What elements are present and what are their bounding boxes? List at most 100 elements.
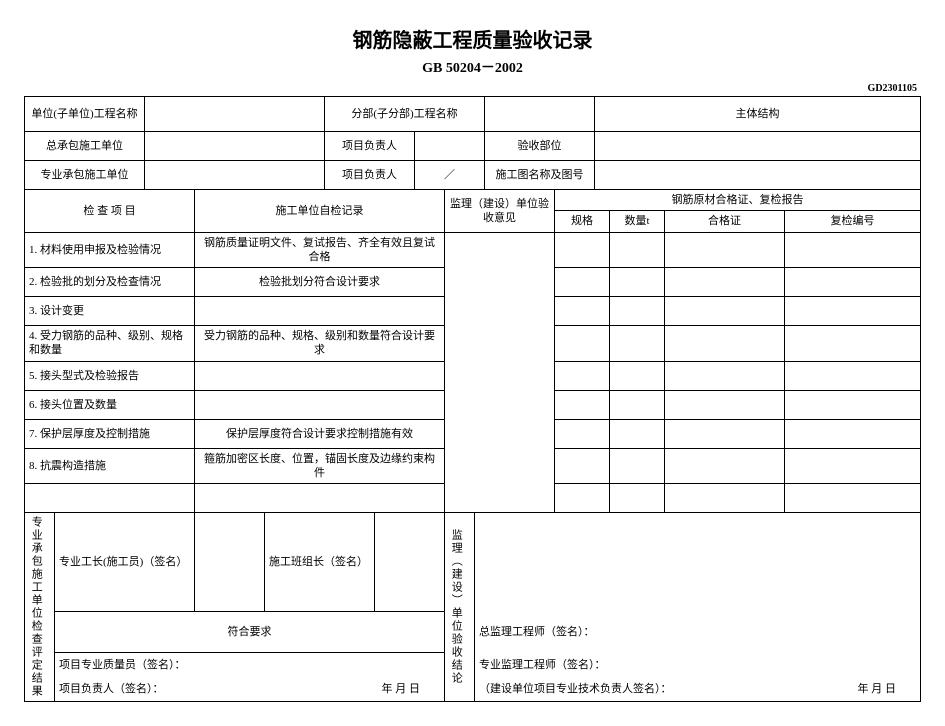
item-record-blank[interactable] — [195, 484, 445, 513]
signature-table: 专业承包施工单位检查评定结果 专业工长(施工员)（签名） 施工班组长（签名） 监… — [24, 513, 921, 702]
value-specialty-contractor[interactable] — [145, 161, 325, 190]
item-label: 1. 材料使用申报及检验情况 — [25, 232, 195, 268]
label-unit-project: 单位(子单位)工程名称 — [25, 97, 145, 132]
supervise-area[interactable] — [445, 232, 555, 513]
value-drawing-no[interactable] — [595, 161, 921, 190]
mat-recheck[interactable] — [785, 232, 921, 268]
label-general-contractor: 总承包施工单位 — [25, 132, 145, 161]
value-subproject[interactable] — [485, 97, 595, 132]
mat-spec[interactable] — [555, 232, 610, 268]
item-label: 5. 接头型式及检验报告 — [25, 361, 195, 390]
mat-cert[interactable] — [665, 484, 785, 513]
item-label: 3. 设计变更 — [25, 297, 195, 326]
header-recheck-no: 复检编号 — [785, 211, 921, 232]
item-record: 箍筋加密区长度、位置，锚固长度及边缘约束构件 — [195, 448, 445, 484]
item-record: 保护层厚度符合设计要求控制措施有效 — [195, 419, 445, 448]
info-table: 单位(子单位)工程名称 分部(子分部)工程名称 主体结构 总承包施工单位 项目负… — [24, 96, 921, 190]
mat-qty[interactable] — [610, 361, 665, 390]
mat-qty[interactable] — [610, 232, 665, 268]
mat-recheck[interactable] — [785, 390, 921, 419]
header-spec: 规格 — [555, 211, 610, 232]
mat-qty[interactable] — [610, 326, 665, 362]
label-project-head-sign: 项目负责人（签名）： — [59, 682, 164, 696]
mat-spec[interactable] — [555, 268, 610, 297]
value-project-head-1[interactable] — [415, 132, 485, 161]
label-date-right: 年 月 日 — [858, 682, 917, 696]
label-specialty-contractor: 专业承包施工单位 — [25, 161, 145, 190]
label-project-head-1: 项目负责人 — [325, 132, 415, 161]
row-owner-tech-date: （建设单位项目专业技术负责人签名）： 年 月 日 — [475, 677, 921, 702]
item-label: 8. 抗震构造措施 — [25, 448, 195, 484]
item-record — [195, 361, 445, 390]
mat-qty[interactable] — [610, 268, 665, 297]
item-label: 6. 接头位置及数量 — [25, 390, 195, 419]
header-material: 钢筋原材合格证、复检报告 — [555, 190, 921, 211]
mat-qty[interactable] — [610, 484, 665, 513]
mat-cert[interactable] — [665, 390, 785, 419]
label-accept-position: 验收部位 — [485, 132, 595, 161]
mat-recheck[interactable] — [785, 268, 921, 297]
mat-qty[interactable] — [610, 419, 665, 448]
value-teamleader[interactable] — [375, 513, 445, 612]
header-check-item: 检 查 项 目 — [25, 190, 195, 232]
right-blank-top[interactable] — [475, 513, 921, 612]
item-label-blank[interactable] — [25, 484, 195, 513]
form-page: 钢筋隐蔽工程质量验收记录 GB 50204－2002 GD2301105 单位(… — [24, 24, 921, 702]
item-record — [195, 297, 445, 326]
mat-qty[interactable] — [610, 448, 665, 484]
mat-spec[interactable] — [555, 361, 610, 390]
label-project-head-2: 项目负责人 — [325, 161, 415, 190]
mat-cert[interactable] — [665, 232, 785, 268]
mat-qty[interactable] — [610, 390, 665, 419]
mat-cert[interactable] — [665, 326, 785, 362]
label-main-structure: 主体结构 — [595, 97, 921, 132]
mat-recheck[interactable] — [785, 326, 921, 362]
value-general-contractor[interactable] — [145, 132, 325, 161]
header-self-check: 施工单位自检记录 — [195, 190, 445, 232]
label-foreman: 专业工长(施工员)（签名） — [55, 513, 195, 612]
label-quality-staff: 项目专业质量员（签名）： — [55, 653, 445, 678]
label-chief-engineer: 总监理工程师（签名）： — [475, 612, 921, 653]
item-record — [195, 390, 445, 419]
item-label: 4. 受力钢筋的品种、级别、规格和数量 — [25, 326, 195, 362]
label-owner-tech: （建设单位项目专业技术负责人签名）： — [479, 682, 672, 696]
header-supervise: 监理（建设）单位验收意见 — [445, 190, 555, 232]
item-record: 钢筋质量证明文件、复试报告、齐全有效且复试合格 — [195, 232, 445, 268]
row-project-head-date: 项目负责人（签名）： 年 月 日 — [55, 677, 445, 702]
mat-recheck[interactable] — [785, 297, 921, 326]
mat-spec[interactable] — [555, 484, 610, 513]
mat-recheck[interactable] — [785, 419, 921, 448]
item-record: 受力钢筋的品种、规格、级别和数量符合设计要求 — [195, 326, 445, 362]
mat-spec[interactable] — [555, 419, 610, 448]
mat-recheck[interactable] — [785, 448, 921, 484]
mat-spec[interactable] — [555, 297, 610, 326]
item-label: 2. 检验批的划分及检查情况 — [25, 268, 195, 297]
mat-cert[interactable] — [665, 419, 785, 448]
mat-recheck[interactable] — [785, 484, 921, 513]
label-subproject: 分部(子分部)工程名称 — [325, 97, 485, 132]
right-vertical-label: 监理（建设）单位验收结论 — [445, 513, 475, 702]
mat-recheck[interactable] — [785, 361, 921, 390]
mat-qty[interactable] — [610, 297, 665, 326]
label-super-engineer: 专业监理工程师（签名）： — [475, 653, 921, 678]
document-id: GD2301105 — [24, 83, 921, 94]
value-project-head-2[interactable]: ／ — [415, 161, 485, 190]
mat-spec[interactable] — [555, 448, 610, 484]
value-unit-project[interactable] — [145, 97, 325, 132]
mat-spec[interactable] — [555, 326, 610, 362]
mat-cert[interactable] — [665, 297, 785, 326]
item-record: 检验批划分符合设计要求 — [195, 268, 445, 297]
header-cert: 合格证 — [665, 211, 785, 232]
mat-cert[interactable] — [665, 448, 785, 484]
mat-spec[interactable] — [555, 390, 610, 419]
mat-cert[interactable] — [665, 268, 785, 297]
value-accept-position[interactable] — [595, 132, 921, 161]
page-subtitle: GB 50204－2002 — [24, 57, 921, 77]
compliance-text: 符合要求 — [55, 612, 445, 653]
item-label: 7. 保护层厚度及控制措施 — [25, 419, 195, 448]
check-table: 检 查 项 目 施工单位自检记录 监理（建设）单位验收意见 钢筋原材合格证、复检… — [24, 190, 921, 513]
page-title: 钢筋隐蔽工程质量验收记录 — [24, 24, 921, 53]
mat-cert[interactable] — [665, 361, 785, 390]
left-vertical-label: 专业承包施工单位检查评定结果 — [25, 513, 55, 702]
value-foreman[interactable] — [195, 513, 265, 612]
